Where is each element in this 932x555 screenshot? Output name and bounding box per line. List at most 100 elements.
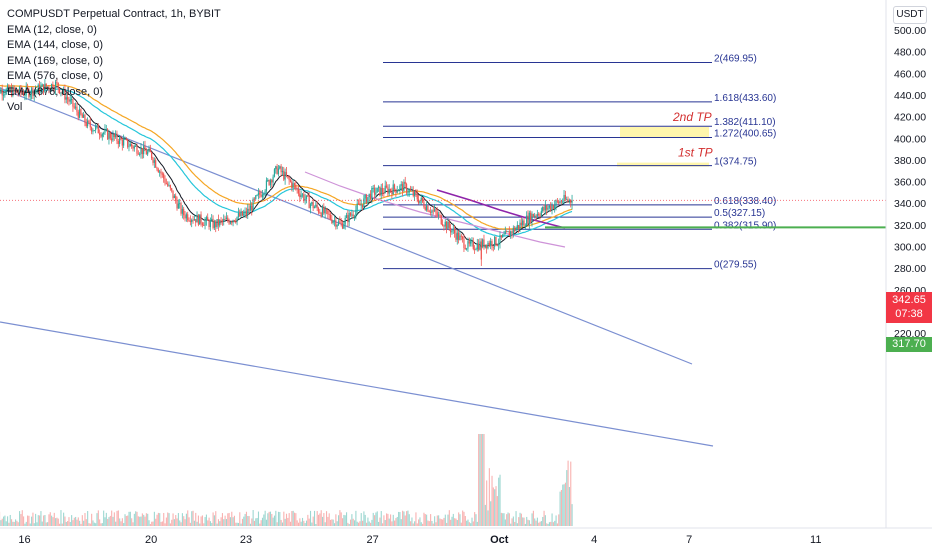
candle-body — [155, 160, 156, 167]
volume-bar — [222, 513, 223, 526]
volume-bar — [185, 519, 186, 526]
candle-body — [414, 191, 415, 196]
volume-bar — [19, 511, 20, 526]
candle-body — [214, 222, 215, 228]
candle-body — [455, 233, 456, 239]
volume-bar — [282, 522, 283, 526]
candle-body — [427, 206, 428, 212]
candle-body — [162, 174, 163, 175]
indicator-ema-169[interactable]: EMA (169, close, 0) — [7, 54, 221, 70]
candle-body — [446, 222, 447, 229]
indicator-ema-576[interactable]: EMA (576, close, 0) — [7, 69, 221, 85]
candle-body — [88, 121, 89, 123]
candle-body — [176, 201, 177, 209]
candle-body — [313, 202, 314, 208]
volume-bar — [91, 514, 92, 526]
indicator-ema-676[interactable]: EMA (676, close, 0) — [7, 85, 221, 101]
volume-bar — [536, 521, 537, 526]
candle-body — [282, 171, 283, 172]
volume-bar — [28, 516, 29, 526]
time-tick-label: 20 — [145, 534, 157, 546]
volume-bar — [318, 515, 319, 526]
candle-body — [287, 176, 288, 177]
volume-bar — [258, 512, 259, 526]
volume-bar — [115, 522, 116, 526]
volume-bar — [245, 514, 246, 526]
volume-bar — [433, 524, 434, 526]
currency-unit-badge[interactable]: USDT — [893, 6, 927, 24]
candle-body — [163, 174, 164, 179]
volume-bar — [98, 510, 99, 526]
volume-bar — [279, 512, 280, 526]
volume-bar — [409, 514, 410, 526]
volume-bar — [297, 520, 298, 526]
volume-bar — [350, 520, 351, 526]
volume-bar — [507, 512, 508, 526]
volume-bar — [31, 517, 32, 526]
volume-bar — [311, 523, 312, 526]
candle-body — [510, 231, 511, 236]
volume-bar — [138, 516, 139, 526]
volume-bar — [155, 519, 156, 526]
candle-body — [325, 209, 326, 214]
candle-body — [321, 213, 322, 216]
candle-body — [244, 211, 245, 213]
candle-body — [172, 190, 173, 198]
candle-body — [529, 213, 530, 224]
candle-body — [482, 239, 483, 246]
candle-body — [198, 215, 199, 225]
candle-body — [267, 180, 268, 181]
volume-bar — [86, 519, 87, 526]
candle-body — [334, 220, 335, 221]
indicator-ema-144[interactable]: EMA (144, close, 0) — [7, 38, 221, 54]
volume-bar — [110, 516, 111, 526]
candle-body — [310, 204, 311, 208]
volume-bar — [193, 511, 194, 526]
volume-bar — [83, 521, 84, 526]
volume-bar — [526, 517, 527, 526]
volume-bar — [230, 517, 231, 526]
volume-bar — [390, 514, 391, 526]
candle-body — [487, 243, 488, 248]
volume-bar — [199, 524, 200, 526]
volume-bar — [495, 486, 496, 526]
candle-body — [281, 166, 282, 172]
volume-bar — [299, 518, 300, 526]
candle-body — [331, 219, 332, 223]
volume-bar — [233, 517, 234, 526]
candle-body — [426, 206, 427, 210]
volume-bar — [518, 517, 519, 526]
candle-body — [231, 222, 232, 223]
volume-bar — [209, 518, 210, 526]
price-tick-label: 460.00 — [894, 68, 926, 80]
volume-bar — [446, 523, 447, 526]
volume-bar — [317, 511, 318, 526]
volume-bar — [214, 515, 215, 526]
candle-body — [473, 241, 474, 249]
candle-body — [517, 225, 518, 228]
candle-body — [505, 231, 506, 234]
candle-body — [438, 215, 439, 216]
candle-body — [486, 245, 487, 249]
candle-body — [471, 241, 472, 242]
indicator-ema-12[interactable]: EMA (12, close, 0) — [7, 23, 221, 39]
volume-bar — [455, 519, 456, 526]
candle-body — [547, 208, 548, 210]
candle-body — [535, 216, 536, 217]
indicator-volume[interactable]: Vol — [7, 100, 221, 116]
volume-bar — [70, 522, 71, 526]
candle-body — [462, 237, 463, 239]
volume-bar — [26, 522, 27, 526]
candle-body — [511, 231, 512, 233]
candle-body — [298, 189, 299, 193]
candle-body — [419, 200, 420, 203]
volume-bar — [103, 511, 104, 526]
volume-bar — [373, 513, 374, 526]
candle-body — [409, 190, 410, 193]
time-tick-label: 23 — [240, 534, 252, 546]
time-tick-label: 4 — [591, 534, 597, 546]
candle-body — [450, 228, 451, 232]
volume-bar — [457, 520, 458, 526]
candle-body — [562, 201, 563, 202]
volume-bar — [401, 519, 402, 526]
